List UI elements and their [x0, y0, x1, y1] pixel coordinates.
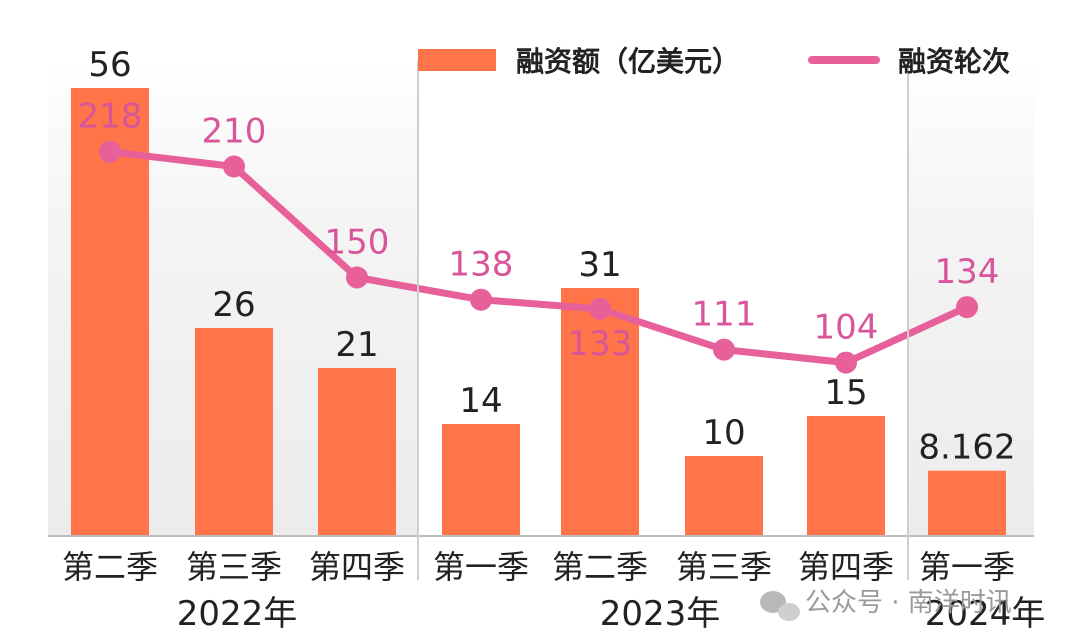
- bar-value-label-6: 15: [824, 373, 867, 413]
- line-series: [106, 148, 971, 367]
- watermark-text: 公众号 · 南洋时讯: [805, 588, 1012, 618]
- wechat-icon: [760, 591, 800, 621]
- bar-4: [561, 288, 639, 536]
- line-value-label-7: 134: [935, 252, 1000, 292]
- bar-2: [318, 368, 396, 536]
- bar-7: [928, 470, 1006, 536]
- year-label-0: 2022年: [177, 594, 298, 634]
- line-value-label-4: 133: [568, 324, 633, 364]
- bar-3: [442, 424, 520, 536]
- line-value-label-2: 150: [325, 223, 390, 263]
- bar-6: [807, 416, 885, 536]
- bar-value-label-2: 21: [335, 325, 378, 365]
- x-tick-label-4: 第二季: [552, 548, 648, 586]
- x-tick-label-1: 第三季: [186, 548, 282, 586]
- line-point-3: [470, 288, 492, 311]
- bar-value-label-4: 31: [578, 245, 621, 285]
- x-tick-label-6: 第四季: [798, 548, 894, 586]
- bar-value-label-0: 56: [88, 45, 131, 85]
- line-point-6: [835, 351, 857, 374]
- line-point-7: [956, 296, 978, 319]
- bar-1: [195, 328, 273, 536]
- x-tick-label-3: 第一季: [433, 548, 529, 586]
- bar-value-label-3: 14: [459, 381, 502, 421]
- line-value-label-0: 218: [78, 97, 143, 137]
- x-tick-label-0: 第二季: [62, 548, 158, 586]
- line-point-0: [99, 140, 121, 163]
- legend-line-label: 融资轮次: [898, 45, 1010, 78]
- line-value-label-3: 138: [449, 245, 514, 285]
- line-value-label-5: 111: [692, 295, 757, 335]
- x-tick-label-7: 第一季: [919, 548, 1015, 586]
- legend-bar-label: 融资额（亿美元）: [516, 45, 740, 78]
- legend-bar-swatch: [418, 49, 496, 71]
- line-point-5: [713, 338, 735, 361]
- line-value-label-6: 104: [814, 308, 879, 348]
- bar-value-label-1: 26: [212, 285, 255, 325]
- bar-value-label-5: 10: [702, 413, 745, 453]
- line-point-4: [589, 297, 611, 320]
- line-point-2: [346, 266, 368, 289]
- x-tick-label-2: 第四季: [309, 548, 405, 586]
- bar-5: [685, 456, 763, 536]
- x-tick-label-5: 第三季: [676, 548, 772, 586]
- line-value-label-1: 210: [202, 112, 267, 152]
- bar-value-label-7: 8.162: [918, 428, 1015, 468]
- line-point-1: [223, 155, 245, 178]
- year-label-1: 2023年: [600, 594, 721, 634]
- year-label-2: 2024年: [925, 594, 1046, 634]
